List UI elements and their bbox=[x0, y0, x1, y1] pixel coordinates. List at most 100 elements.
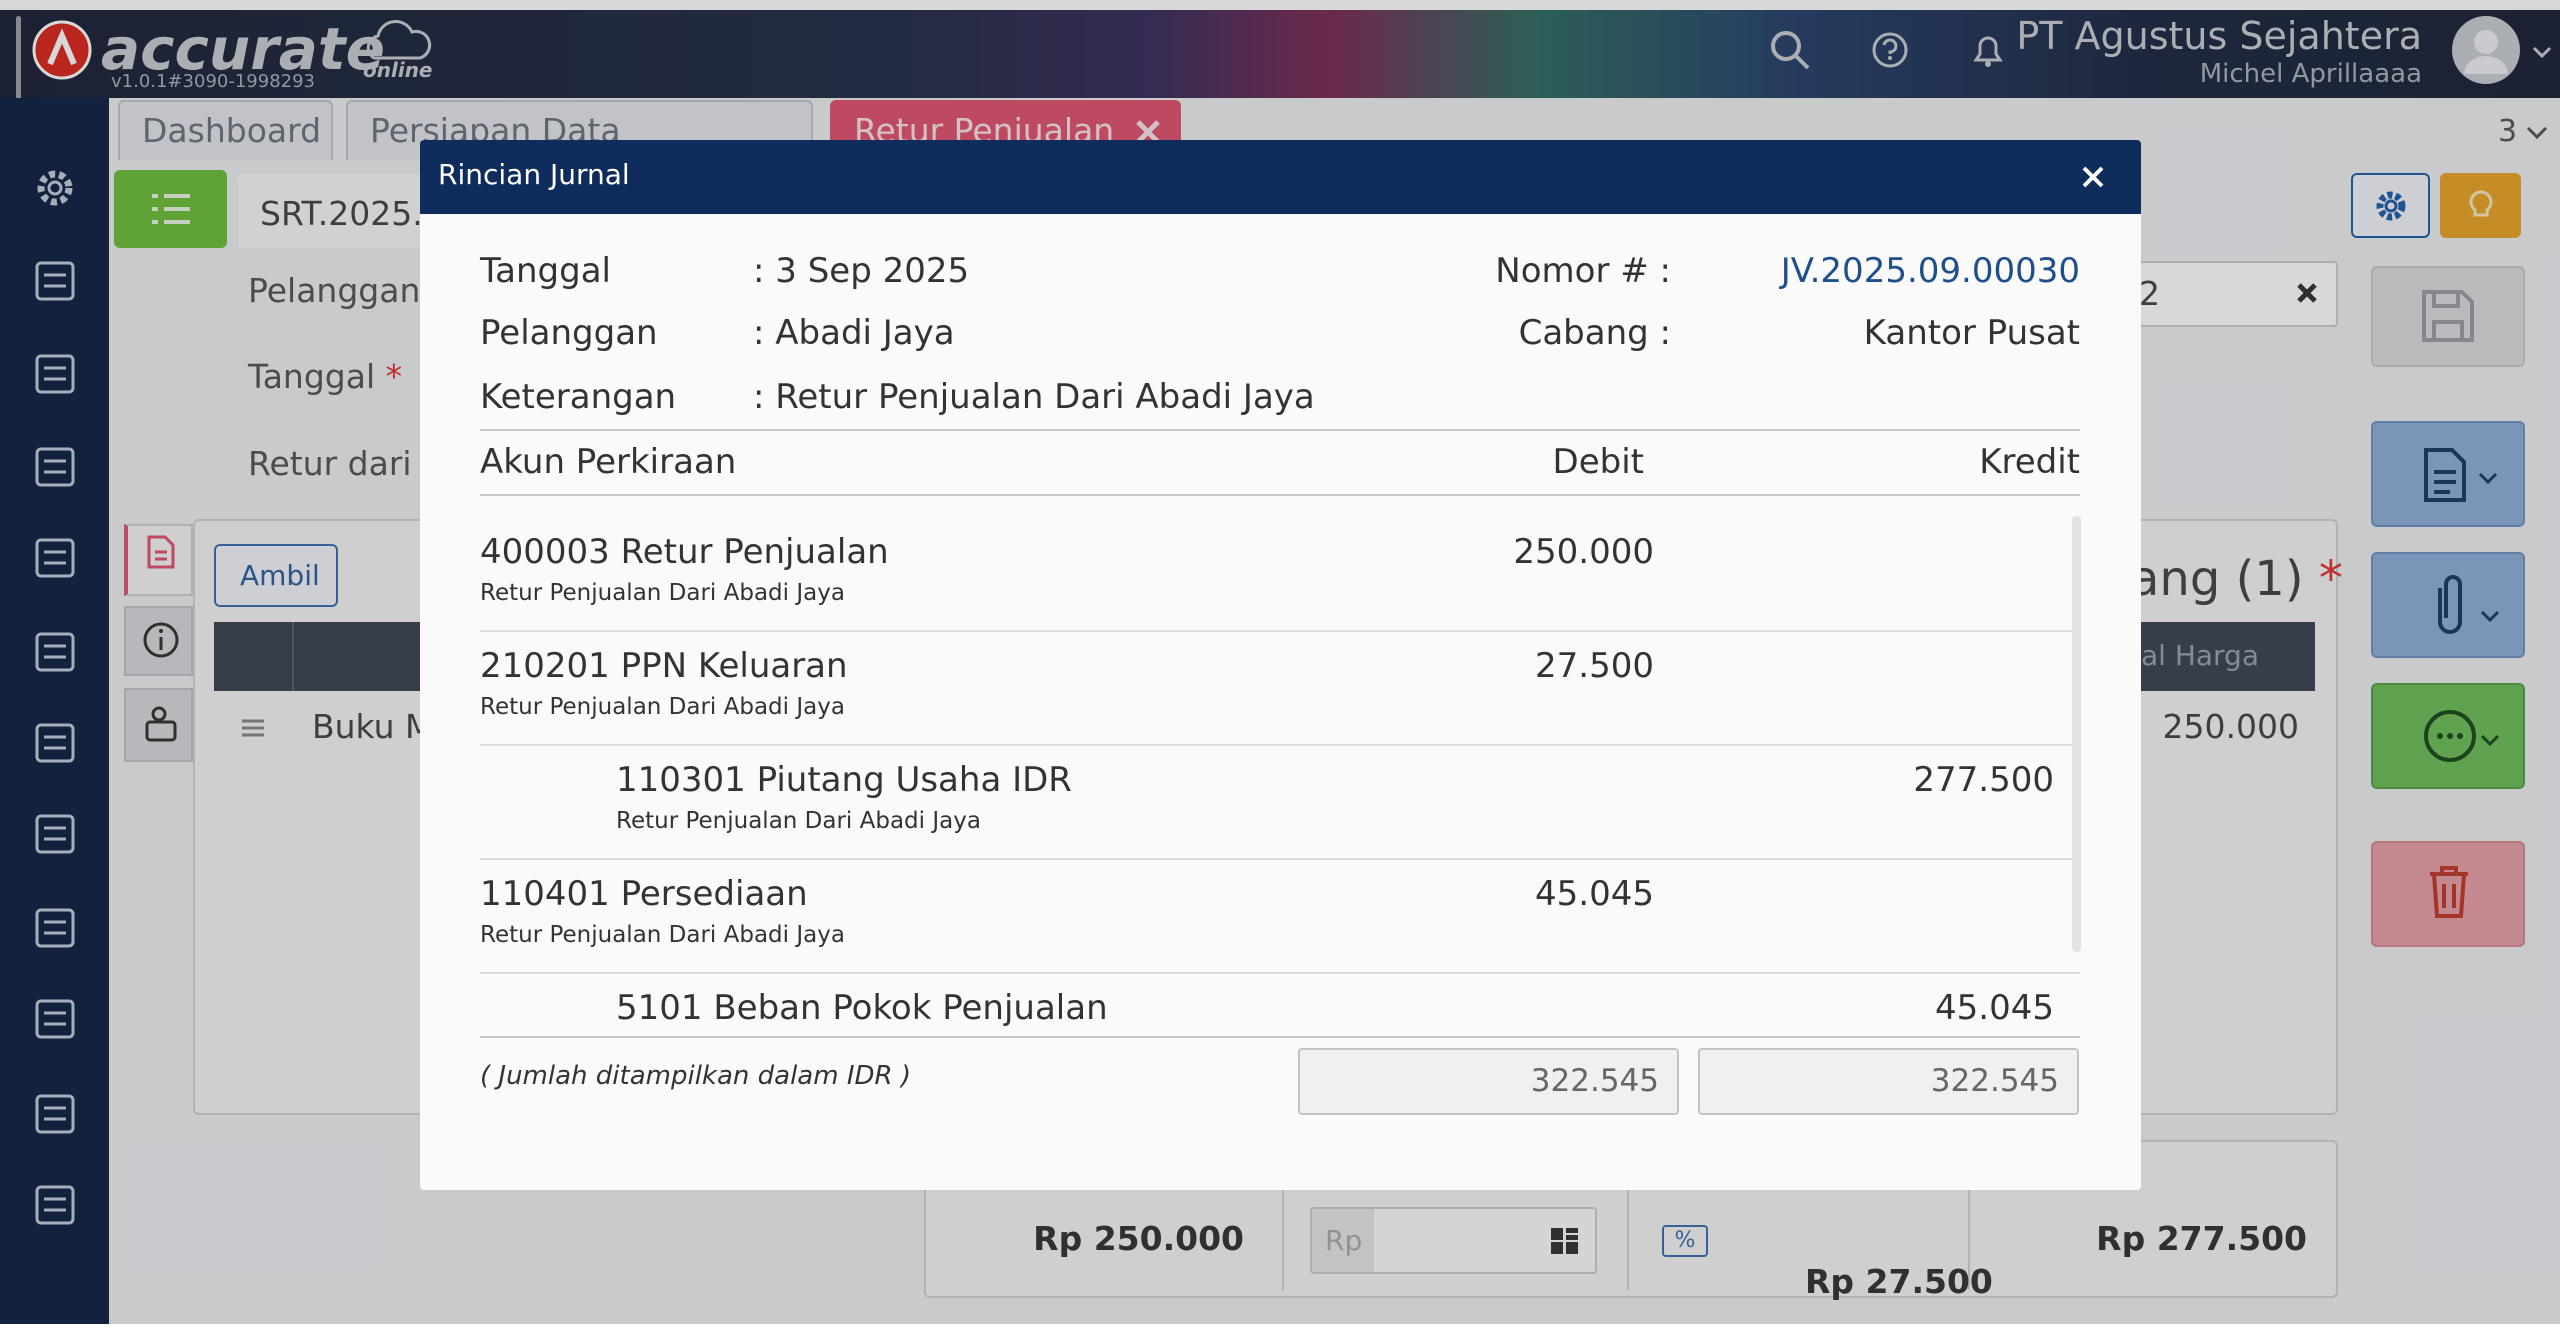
items-heading: ang (1) * bbox=[2130, 555, 2343, 603]
logo-icon bbox=[32, 20, 92, 80]
row-divider bbox=[480, 858, 2080, 860]
label-part: Pelanggan bbox=[248, 271, 421, 310]
scrollbar[interactable] bbox=[2072, 516, 2081, 952]
debit-amount: 250.000 bbox=[1513, 532, 1654, 572]
avatar[interactable] bbox=[2448, 12, 2558, 88]
divider bbox=[1627, 1150, 1629, 1290]
divider bbox=[480, 494, 2080, 496]
header-divider bbox=[292, 622, 294, 691]
info-value: : Retur Penjualan Dari Abadi Jaya bbox=[753, 377, 1315, 417]
ambil-label: Ambil bbox=[240, 559, 320, 592]
info-label: Keterangan bbox=[480, 377, 677, 417]
modal-header bbox=[420, 140, 2141, 214]
sidebar-icon[interactable] bbox=[29, 717, 81, 769]
percent-toggle[interactable] bbox=[1662, 1225, 1708, 1257]
sidebar-icon[interactable] bbox=[29, 162, 81, 214]
tab[interactable]: Dashboard bbox=[118, 100, 333, 160]
account-name: 400003 Retur Penjualan bbox=[480, 532, 889, 572]
calculator-icon[interactable] bbox=[1550, 1227, 1580, 1255]
info-label: Nomor # : bbox=[1495, 251, 1671, 291]
help-icon[interactable] bbox=[1870, 30, 1910, 70]
cloud-icon bbox=[366, 20, 432, 60]
percent-label: % bbox=[1674, 1228, 1696, 1253]
sidebar-icon[interactable] bbox=[29, 808, 81, 860]
column-header: Debit bbox=[1552, 442, 1644, 482]
sidebar-icon[interactable] bbox=[29, 441, 81, 493]
row-divider bbox=[480, 744, 2080, 746]
account-name: 210201 PPN Keluaran bbox=[480, 646, 848, 686]
label-part: Tanggal bbox=[248, 357, 376, 396]
total-debit: 322.545 bbox=[1298, 1048, 1679, 1115]
info-label: Cabang : bbox=[1518, 313, 1671, 353]
gear-icon bbox=[2376, 191, 2406, 221]
customer-field[interactable] bbox=[2139, 261, 2338, 327]
account-note: Retur Penjualan Dari Abadi Jaya bbox=[480, 580, 845, 606]
tips-button[interactable] bbox=[2440, 173, 2521, 238]
column-header: Kredit bbox=[1979, 442, 2080, 482]
sidebar-icon[interactable] bbox=[29, 993, 81, 1045]
sidebar-icon[interactable] bbox=[29, 902, 81, 954]
scroll-indicator bbox=[16, 16, 21, 112]
bulb-icon bbox=[2469, 190, 2493, 217]
info-value: JV.2025.09.00030 bbox=[1780, 251, 2080, 291]
tab-count[interactable]: 3 bbox=[2498, 114, 2518, 149]
trash-icon bbox=[2430, 866, 2468, 918]
item-name: Buku M bbox=[312, 707, 434, 746]
account-note: Retur Penjualan Dari Abadi Jaya bbox=[480, 694, 845, 720]
version-text: v1.0.1#3090-1998293 bbox=[111, 71, 316, 92]
top-edge bbox=[0, 0, 2560, 10]
info-icon bbox=[143, 622, 179, 658]
credit-amount: 277.500 bbox=[1913, 760, 2054, 800]
total-credit: 322.545 bbox=[1698, 1048, 2079, 1115]
chevron[interactable] bbox=[2524, 122, 2550, 142]
ambil-button[interactable] bbox=[214, 544, 338, 607]
account-note: Retur Penjualan Dari Abadi Jaya bbox=[480, 922, 845, 948]
info-value: : 3 Sep 2025 bbox=[753, 251, 970, 291]
side-tab[interactable] bbox=[124, 606, 193, 676]
sidebar-icon[interactable] bbox=[29, 1179, 81, 1231]
cost-icon bbox=[145, 706, 177, 742]
clear-icon[interactable] bbox=[2296, 282, 2318, 304]
tab-close[interactable] bbox=[1134, 118, 1162, 146]
currency-note: ( Jumlah ditampilkan dalam IDR ) bbox=[480, 1061, 911, 1091]
drag-handle[interactable] bbox=[240, 718, 266, 738]
doc-tab[interactable] bbox=[238, 174, 438, 248]
account-note: Retur Penjualan Dari Abadi Jaya bbox=[616, 808, 981, 834]
sidebar-icon[interactable] bbox=[29, 532, 81, 584]
sidebar bbox=[0, 98, 109, 1324]
info-value: : Abadi Jaya bbox=[753, 313, 955, 353]
side-tab[interactable] bbox=[124, 688, 193, 762]
delete-button[interactable] bbox=[2371, 841, 2525, 947]
account-name: 5101 Beban Pokok Penjualan bbox=[616, 988, 1108, 1028]
sidebar-icon[interactable] bbox=[29, 1088, 81, 1140]
row-divider bbox=[480, 972, 2080, 974]
save-button[interactable] bbox=[2371, 266, 2525, 367]
logo-text: accurate bbox=[101, 15, 385, 83]
bell-icon[interactable] bbox=[1968, 30, 2008, 70]
customer-no: 2 bbox=[2139, 274, 2160, 313]
settings-button[interactable] bbox=[2351, 173, 2430, 238]
document-icon bbox=[2424, 448, 2498, 502]
item-total: 250.000 bbox=[2162, 707, 2299, 746]
doc-icon bbox=[147, 535, 175, 569]
account-name: 110401 Persediaan bbox=[480, 874, 808, 914]
label-part: * bbox=[385, 357, 403, 396]
divider bbox=[480, 1036, 2080, 1038]
search-icon[interactable] bbox=[1768, 28, 1812, 72]
tax-amount: Rp 27.500 bbox=[1805, 1262, 1993, 1301]
grand-total: Rp 277.500 bbox=[2096, 1219, 2307, 1258]
company-name: PT Agustus Sejahtera bbox=[2016, 14, 2422, 58]
divider bbox=[1968, 1150, 1970, 1290]
doc-number: SRT.2025. bbox=[260, 194, 423, 233]
user-name: Michel Aprillaaaa bbox=[2199, 59, 2422, 89]
modal-close[interactable] bbox=[2080, 164, 2106, 190]
save-icon bbox=[2422, 290, 2474, 342]
discount-prefix-box bbox=[1312, 1209, 1374, 1272]
sidebar-icon[interactable] bbox=[29, 255, 81, 307]
label-part: ang (1) bbox=[2130, 551, 2304, 607]
row-divider bbox=[480, 630, 2080, 632]
sidebar-icon[interactable] bbox=[29, 348, 81, 400]
sidebar-icon[interactable] bbox=[29, 626, 81, 678]
journal-table: 400003 Retur Penjualan Retur Penjualan Da… bbox=[420, 506, 2141, 1037]
